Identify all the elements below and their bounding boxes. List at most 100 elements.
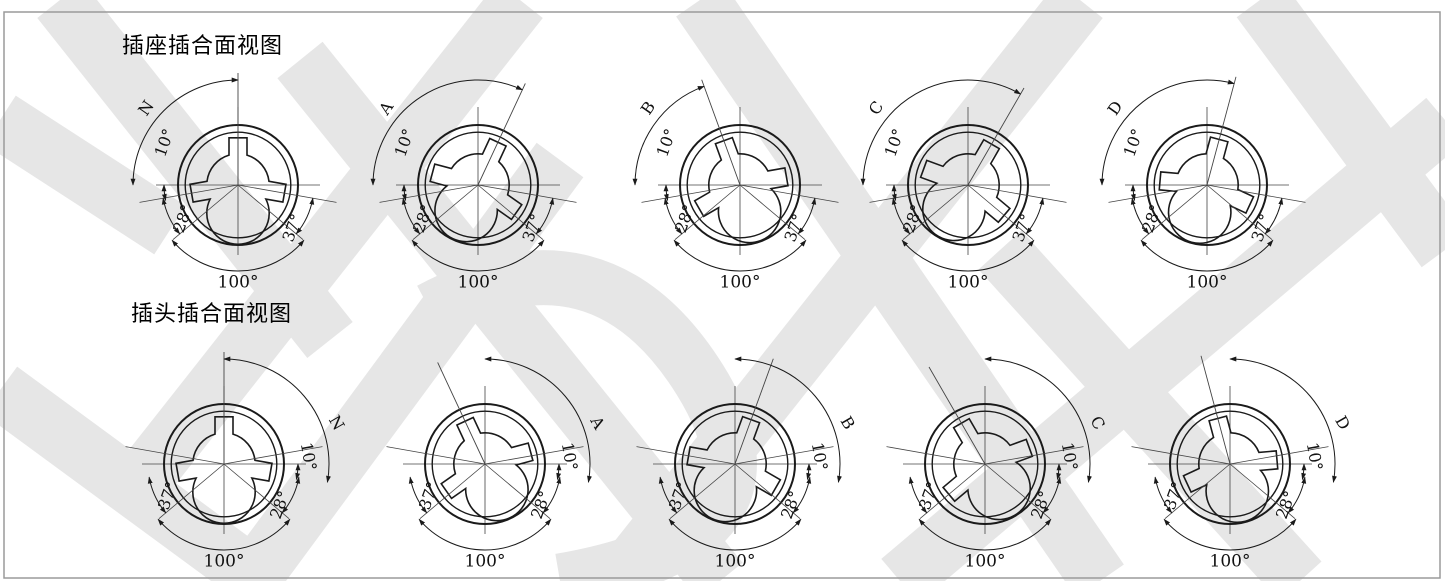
angle-10-label: 10° (881, 126, 909, 159)
dimension-extension-line (739, 184, 806, 240)
right-angle-arc (1264, 197, 1284, 235)
watermark-stroke (0, 366, 278, 581)
key-reference-line (701, 79, 741, 186)
angle-100-label: 100° (948, 273, 989, 293)
letter-angle-arc (370, 79, 524, 186)
bottom-100-arc (411, 239, 545, 272)
dimension-extension-line (125, 446, 225, 465)
dimension-extension-line (641, 184, 741, 203)
angle-28-label: 28° (527, 488, 555, 521)
left-angle-arc (663, 197, 683, 235)
angle-28-label: 28° (671, 202, 699, 235)
angle-10-label: 10° (653, 126, 681, 159)
dimension-extension-line (669, 463, 736, 519)
socket-view-A: A10°28° 37°100° (370, 79, 577, 293)
socket-view-title: 插座插合面视图 (122, 34, 284, 59)
angle-100-label: 100° (218, 273, 259, 293)
watermark-stroke (226, 142, 584, 581)
angle-10-label: 10° (1303, 441, 1327, 472)
right-angle-arc (1287, 476, 1307, 514)
bottom-100-arc (157, 518, 291, 551)
bottom-100-arc (1140, 239, 1274, 272)
watermark-stroke (417, 250, 757, 581)
position-letter: B (637, 98, 659, 119)
letter-angle-arc (632, 85, 705, 186)
dimension-extension-line (869, 184, 969, 203)
right-angle-arc (295, 197, 315, 235)
dimension-extension-line (1206, 184, 1306, 203)
dimension-extension-line (967, 184, 1067, 203)
angle-100-label: 100° (465, 552, 506, 572)
dimension-extension-line (158, 463, 225, 519)
letter-angle-arc (223, 356, 331, 483)
frame-border (3, 11, 1441, 579)
key-reference-line (437, 362, 486, 465)
ten-degree-arc (1301, 463, 1307, 481)
watermark-stroke (978, 230, 1322, 581)
angle-100-label: 100° (720, 273, 761, 293)
right-angle-arc (281, 476, 301, 514)
bottom-100-arc (918, 518, 1052, 551)
watermark-stroke (881, 97, 1445, 581)
dimension-extension-line (1131, 446, 1231, 465)
plug-view-title: 插头插合面视图 (131, 302, 293, 327)
dimension-extension-line (1206, 184, 1273, 240)
angle-10-label: 10° (297, 441, 321, 472)
left-angle-arc (891, 197, 911, 235)
dimension-extension-line (412, 184, 479, 240)
dimension-extension-line (1164, 463, 1231, 519)
dimension-extension-line (967, 184, 1034, 240)
letter-angle-arc (984, 356, 1092, 483)
dimension-extension-line (139, 184, 239, 203)
bottom-100-arc (673, 239, 807, 272)
left-angle-arc (1153, 476, 1173, 514)
angle-10-label: 10° (1120, 126, 1148, 159)
plug-view-B: B10°37° 28°100° (636, 356, 859, 572)
dimension-extension-line (386, 446, 486, 465)
position-letter: B (837, 413, 859, 433)
angle-10-label: 10° (808, 441, 832, 472)
angle-100-label: 100° (965, 552, 1006, 572)
watermark-stroke (1236, 0, 1445, 268)
dimension-extension-line (172, 184, 239, 240)
right-angle-arc (792, 476, 812, 514)
dimension-extension-line (919, 463, 986, 519)
dimension-extension-line (902, 184, 969, 240)
bottom-100-arc (171, 239, 305, 272)
left-angle-arc (658, 476, 678, 514)
angle-37-label: 37° (1008, 211, 1036, 244)
angle-28-label: 28° (777, 488, 805, 521)
position-letter: D (1331, 412, 1354, 433)
letter-angle-arc (1099, 79, 1235, 186)
dimension-extension-line (237, 184, 337, 203)
dimension-extension-line (1141, 184, 1208, 240)
right-angle-arc (1025, 197, 1045, 235)
bottom-100-arc (901, 239, 1035, 272)
keyway-outline (686, 415, 782, 523)
position-letter: C (865, 97, 888, 118)
angle-100-label: 100° (1187, 273, 1228, 293)
angle-37-label: 37° (915, 479, 943, 512)
bottom-100-arc (418, 518, 552, 551)
dimension-extension-line (636, 446, 736, 465)
letter-angle-arc (130, 77, 239, 186)
key-reference-line (928, 366, 986, 465)
angle-100-label: 100° (204, 552, 245, 572)
angle-100-label: 100° (458, 273, 499, 293)
left-angle-arc (408, 476, 428, 514)
position-letter: D (1104, 97, 1127, 118)
ten-degree-arc (806, 463, 812, 481)
left-angle-arc (1130, 197, 1150, 235)
angle-10-label: 10° (558, 441, 582, 472)
letter-angle-arc (1229, 356, 1337, 483)
angle-28-label: 28° (1272, 488, 1300, 521)
letter-angle-arc (734, 356, 842, 483)
right-angle-arc (542, 476, 562, 514)
dimension-extension-line (419, 463, 486, 519)
dimension-extension-line (477, 184, 577, 203)
watermark-stroke (127, 0, 543, 488)
dimension-extension-line (477, 184, 544, 240)
bottom-100-arc (1163, 518, 1297, 551)
angle-100-label: 100° (715, 552, 756, 572)
